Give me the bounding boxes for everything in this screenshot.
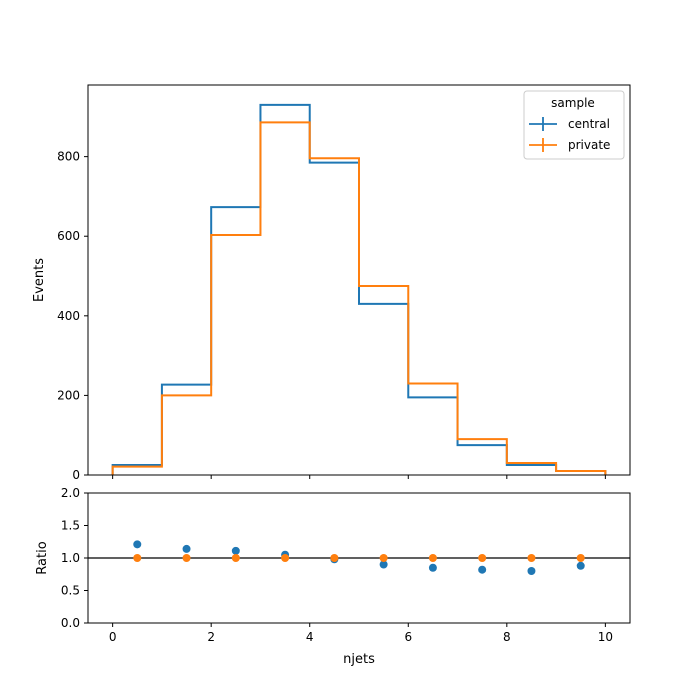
ratio-point — [527, 567, 536, 575]
ratio-xtick-label: 0 — [109, 630, 117, 644]
ratio-point — [379, 554, 388, 562]
ratio-point — [428, 554, 437, 562]
ratio-xtick-label: 10 — [598, 630, 613, 644]
legend-box — [523, 90, 625, 160]
main-ytick-label: 600 — [57, 229, 80, 243]
legend-label-central: central — [568, 117, 610, 131]
ratio-ytick-label: 0.0 — [61, 616, 80, 630]
ratio-point — [576, 561, 585, 570]
ratio-point — [527, 554, 536, 562]
ratio-point — [281, 554, 290, 562]
ratio-point — [182, 544, 191, 553]
ratio-point — [231, 546, 240, 555]
legend-label-private: private — [568, 138, 610, 152]
histogram-series-private — [111, 121, 607, 475]
main-ytick-label: 200 — [57, 388, 80, 402]
legend: sample central private — [523, 90, 625, 160]
ratio-panel: 0.0 0.5 1.0 1.5 2.0 0 2 4 6 8 10 njets Ratio — [35, 486, 631, 667]
ratio-ytick-label: 1.0 — [61, 551, 80, 565]
ratio-xtick-label: 6 — [404, 630, 412, 644]
ratio-xtick-label: 4 — [306, 630, 314, 644]
ratio-xtick-label: 8 — [503, 630, 511, 644]
ratio-point — [478, 565, 487, 574]
ratio-ytick-label: 2.0 — [61, 486, 80, 500]
legend-title: sample — [551, 96, 595, 110]
main-panel: 0 200 400 600 800 Events — [32, 84, 631, 482]
main-ytick-label: 0 — [72, 468, 80, 482]
main-axes-frame — [87, 84, 631, 476]
ratio-point — [182, 554, 191, 562]
ratio-point — [428, 563, 437, 572]
ratio-point — [133, 554, 142, 562]
ratio-ylabel: Ratio — [35, 541, 50, 574]
main-ylabel: Events — [32, 258, 47, 302]
ratio-ytick-label: 1.5 — [61, 519, 80, 533]
ratio-point — [231, 554, 240, 562]
ratio-point — [576, 554, 585, 562]
ratio-point — [478, 554, 487, 562]
ratio-xlabel: njets — [343, 652, 375, 667]
ratio-xtick-label: 2 — [207, 630, 215, 644]
ratio-point — [330, 554, 339, 562]
ratio-point — [133, 540, 142, 549]
ratio-ytick-label: 0.5 — [61, 584, 80, 598]
ratio-point — [379, 560, 388, 569]
main-ytick-label: 400 — [57, 309, 80, 323]
main-ytick-label: 800 — [57, 150, 80, 164]
